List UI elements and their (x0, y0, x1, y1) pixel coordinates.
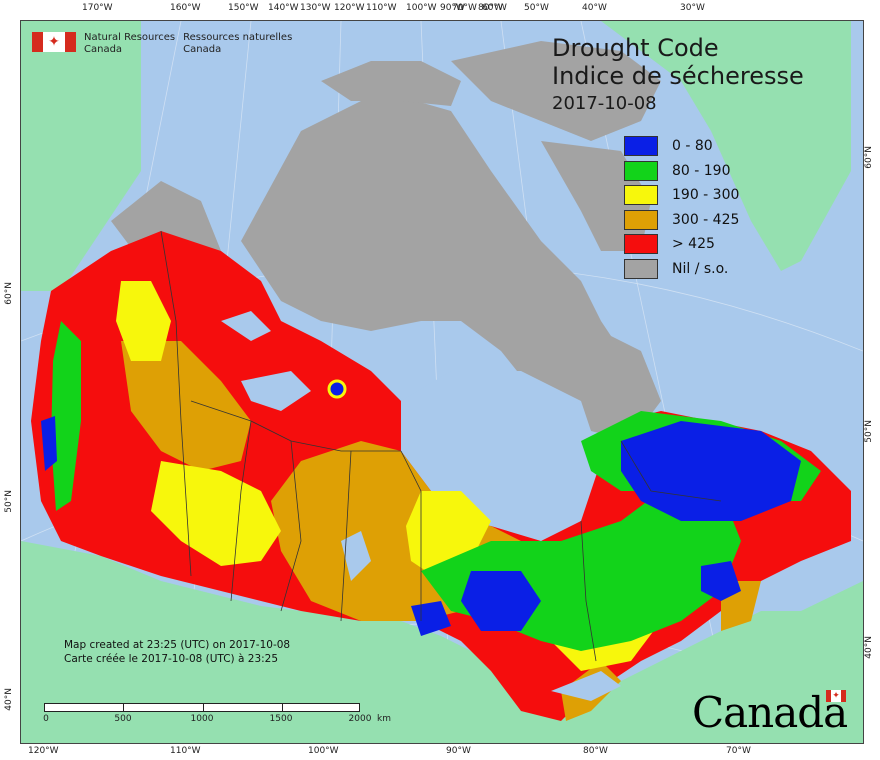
legend-label: 190 - 300 (672, 187, 740, 204)
legend-swatch (624, 234, 658, 255)
tick-label: 100°W (406, 3, 437, 13)
zone-0-80-quebec (621, 421, 801, 521)
scale-label: 1000 (190, 714, 214, 724)
tick-label: 150°W (228, 3, 259, 13)
map-date: 2017-10-08 (552, 93, 657, 114)
nrcan-branding: ✦ Natural Resources Canada Ressources na… (32, 32, 292, 56)
scale-unit: km (377, 714, 391, 724)
legend-item: Nil / s.o. (624, 257, 739, 282)
scale-bar-graphic (44, 703, 360, 712)
created-en: Map created at 23:25 (UTC) on 2017-10-08 (64, 639, 291, 651)
wordmark-flag-icon: ✦ (826, 690, 846, 702)
tick-label: 60°W (482, 3, 507, 13)
tick-label: 160°W (170, 3, 201, 13)
zone-190-300-prairie (151, 461, 281, 566)
org-en-line2: Canada (84, 44, 123, 55)
scale-label: 0 (43, 714, 49, 724)
tick-label: 70°W (452, 3, 477, 13)
title-fr: Indice de sécheresse (552, 62, 804, 90)
scale-label: 1500 (269, 714, 293, 724)
tick-label: 170°W (82, 3, 113, 13)
scale-label: 2000 (348, 714, 372, 724)
scale-label: 500 (114, 714, 132, 724)
canada-wordmark: Canada (692, 688, 848, 737)
legend-item: 300 - 425 (624, 208, 739, 233)
tick-label: 80°W (478, 3, 503, 13)
tick-label: 60°N (4, 282, 14, 305)
org-name-fr: Ressources naturelles Canada (183, 32, 292, 56)
zone-300-425-west (121, 341, 251, 471)
tick-label: 50°W (524, 3, 549, 13)
legend-label: > 425 (672, 236, 715, 253)
legend-label: Nil / s.o. (672, 260, 729, 277)
org-name-en: Natural Resources Canada (84, 32, 175, 56)
drought-map (20, 20, 864, 744)
tick-label: 100°W (308, 746, 339, 756)
legend-swatch (624, 136, 658, 157)
province-borders (160, 230, 722, 662)
greenland-land (601, 21, 851, 271)
title-en: Drought Code (552, 34, 719, 62)
scale-bar: 0 500 1000 1500 2000 km (43, 703, 391, 726)
legend-label: 0 - 80 (672, 138, 713, 155)
legend-item: 0 - 80 (624, 134, 739, 159)
zone-0-80-ontario (461, 571, 541, 631)
zone-0-80-spot (327, 379, 347, 399)
zone-80-190-bc-coast (51, 321, 81, 511)
zone-190-300-yukon (116, 281, 171, 361)
legend-item: 80 - 190 (624, 159, 739, 184)
tick-label: 50°N (864, 420, 874, 443)
legend-swatch (624, 160, 658, 181)
org-en-line1: Natural Resources (84, 32, 176, 43)
creation-note: Map created at 23:25 (UTC) on 2017-10-08… (64, 638, 290, 666)
tick-label: 60°N (864, 146, 874, 169)
alaska-land (21, 21, 141, 291)
tick-label: 90°W (440, 3, 465, 13)
canada-flag-icon: ✦ (32, 32, 76, 52)
tick-label: 90°W (446, 746, 471, 756)
org-fr-line2: Canada (183, 44, 222, 55)
created-fr: Carte créée le 2017-10-08 (UTC) à 23:25 (64, 653, 279, 665)
legend-label: 300 - 425 (672, 211, 740, 228)
tick-label: 110°W (170, 746, 201, 756)
tick-label: 40°N (864, 636, 874, 659)
tick-label: 50°N (4, 490, 14, 513)
zone-0-80-bc-island (41, 416, 57, 471)
legend-swatch (624, 258, 658, 279)
legend-label: 80 - 190 (672, 162, 731, 179)
map-titles: Drought Code Indice de sécheresse 2017-1… (552, 34, 804, 116)
org-fr-line1: Ressources naturelles (183, 32, 293, 43)
scale-labels: 0 500 1000 1500 2000 km (43, 712, 391, 726)
tick-label: 120°W (334, 3, 365, 13)
zone-0-80-nb (701, 561, 741, 601)
tick-label: 80°W (583, 746, 608, 756)
map-canvas (21, 21, 863, 743)
tick-label: 130°W (300, 3, 331, 13)
legend-swatch (624, 185, 658, 206)
legend: 0 - 80 80 - 190 190 - 300 300 - 425 > 425 Nil… (624, 134, 739, 281)
tick-label: 120°W (28, 746, 59, 756)
tick-label: 110°W (366, 3, 397, 13)
legend-item: 190 - 300 (624, 183, 739, 208)
tick-label: 40°N (4, 688, 14, 711)
usa-land (21, 541, 863, 743)
lakes (221, 311, 621, 701)
legend-swatch (624, 209, 658, 230)
tick-label: 40°W (582, 3, 607, 13)
legend-item: > 425 (624, 232, 739, 257)
tick-label: 140°W (268, 3, 299, 13)
tick-label: 70°W (726, 746, 751, 756)
tick-label: 30°W (680, 3, 705, 13)
